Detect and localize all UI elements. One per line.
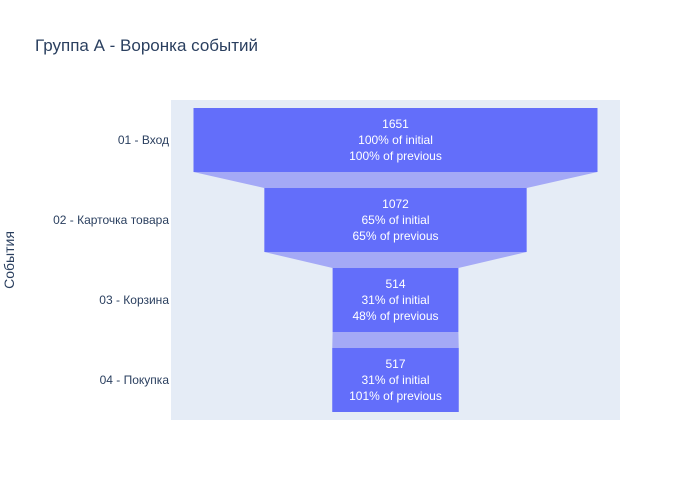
bar-percent-previous-label: 48% of previous bbox=[352, 309, 438, 323]
bar-percent-initial-label: 100% of initial bbox=[358, 133, 433, 147]
bar-percent-initial-label: 31% of initial bbox=[361, 373, 429, 387]
funnel-bar bbox=[193, 108, 598, 172]
y-tick-label: 03 - Корзина bbox=[99, 293, 169, 307]
funnel-bar bbox=[332, 348, 459, 412]
y-tick-label: 04 - Покупка bbox=[100, 373, 170, 387]
y-tick-label: 01 - Вход bbox=[118, 133, 169, 147]
bar-value-label: 1651 bbox=[382, 117, 409, 131]
bar-percent-initial-label: 65% of initial bbox=[361, 213, 429, 227]
y-tick-label: 02 - Карточка товара bbox=[53, 213, 169, 227]
funnel-bars bbox=[193, 108, 598, 412]
chart-title: Группа А - Воронка событий bbox=[35, 36, 258, 55]
funnel-bar bbox=[332, 268, 459, 332]
bar-labels: 1651 100% of initial 100% of previous 1072 6… bbox=[349, 117, 442, 403]
funnel-connector bbox=[193, 172, 598, 188]
bar-percent-previous-label: 101% of previous bbox=[349, 389, 442, 403]
bar-value-label: 1072 bbox=[382, 197, 409, 211]
y-axis-ticks: 01 - Вход 02 - Карточка товара 03 - Корзин… bbox=[53, 133, 169, 387]
funnel-connector bbox=[332, 332, 459, 348]
funnel-connector bbox=[264, 252, 527, 268]
funnel-connectors bbox=[193, 172, 598, 348]
bar-percent-initial-label: 31% of initial bbox=[361, 293, 429, 307]
bar-percent-previous-label: 65% of previous bbox=[352, 229, 438, 243]
funnel-bar bbox=[264, 188, 527, 252]
y-axis-label: События bbox=[1, 231, 17, 289]
bar-value-label: 517 bbox=[385, 357, 405, 371]
bar-value-label: 514 bbox=[385, 277, 405, 291]
bar-percent-previous-label: 100% of previous bbox=[349, 149, 442, 163]
